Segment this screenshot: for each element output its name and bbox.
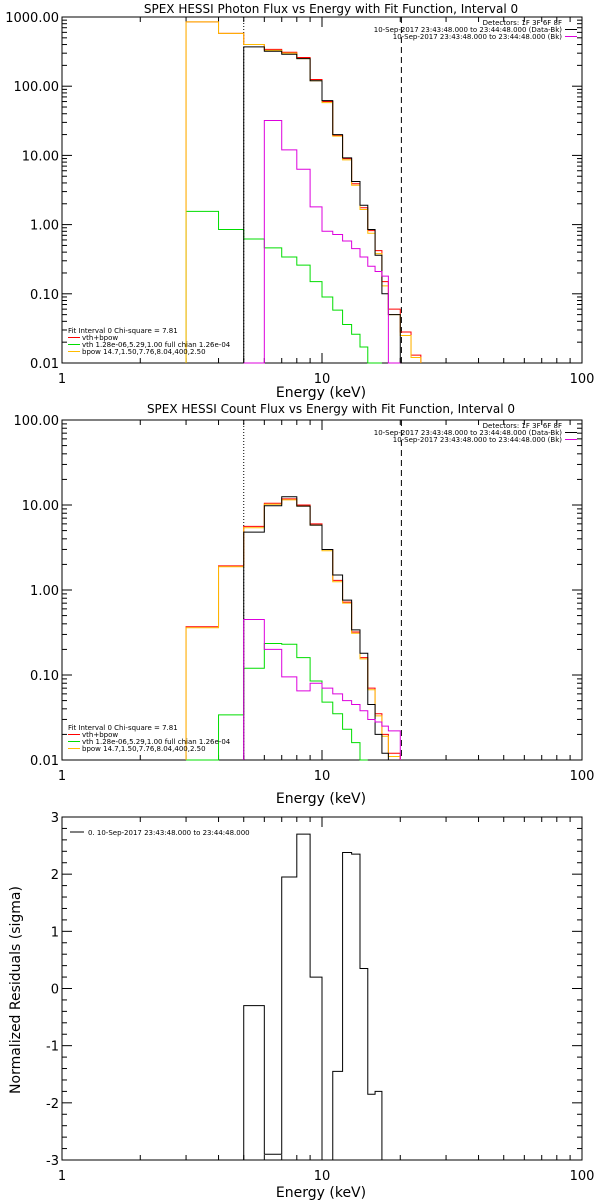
x-tick-label: 10 [314, 372, 331, 387]
y-tick-label: 0.10 [30, 288, 59, 303]
legend-entry: 10-Sep-2017 23:43:48.000 to 23:44:48.000… [393, 436, 563, 444]
y-tick-label: 100.00 [14, 414, 60, 429]
y-tick-label: -1 [46, 1040, 59, 1055]
y-tick-label: 10.00 [22, 499, 59, 514]
y-tick-label: 3 [51, 811, 59, 826]
residuals-ylabel: Normalized Residuals (sigma) [8, 886, 24, 1094]
photon-flux-panel: SPEX HESSI Photon Flux vs Energy with Fi… [5, 2, 594, 401]
x-tick-label: 1 [58, 372, 66, 387]
x-tick-label: 100 [570, 1169, 595, 1184]
legend-entry: vth+bpow [82, 731, 118, 739]
legend-entry: Fit Interval 0 Chi-square = 7.81 [68, 724, 178, 732]
legend-entry: 10-Sep-2017 23:43:48.000 to 23:44:48.000… [374, 26, 563, 34]
y-tick-label: 10.00 [22, 149, 59, 164]
residuals-panel: Energy (keV) Normalized Residuals (sigma… [8, 811, 594, 1200]
x-tick-label: 10 [314, 1169, 331, 1184]
y-tick-label: 0.10 [30, 669, 59, 684]
legend-entry: vth+bpow [82, 334, 118, 342]
count-flux-title: SPEX HESSI Count Flux vs Energy with Fit… [147, 402, 515, 416]
legend-entry: bpow 14.7,1.50,7.76,8.04,400,2.50 [82, 348, 206, 356]
y-tick-label: -2 [46, 1097, 59, 1112]
series-data-histogram [243, 833, 383, 1161]
plot-frame [61, 16, 583, 364]
y-tick-label: -3 [46, 1154, 59, 1169]
legend-entry: 10-Sep-2017 23:43:48.000 to 23:44:48.000… [374, 429, 563, 437]
legend-entry: vth 1.28e-06,5.29,1.00 full chian 1.26e-… [82, 738, 231, 746]
y-tick-label: 0.01 [30, 754, 59, 769]
series-vth-bpow-histogram [185, 21, 422, 363]
x-tick-label: 100 [570, 769, 595, 784]
x-tick-label: 10 [314, 769, 331, 784]
y-tick-label: 2 [51, 868, 59, 883]
series-data-histogram [243, 46, 401, 363]
photon-flux-xlabel: Energy (keV) [276, 385, 366, 401]
legend-entry: Detectors: 1F 3F 6F 8F [483, 422, 562, 430]
legend-entry: Fit Interval 0 Chi-square = 7.81 [68, 327, 178, 335]
legend-entry: bpow 14.7,1.50,7.76,8.04,400,2.50 [82, 745, 206, 753]
series-background-histogram [243, 618, 401, 760]
count-flux-xlabel: Energy (keV) [276, 791, 366, 807]
series-background-histogram [243, 119, 401, 364]
count-flux-panel: SPEX HESSI Count Flux vs Energy with Fit… [14, 402, 595, 807]
y-tick-label: 100.00 [14, 80, 60, 95]
legend-entry: vth 1.28e-06,5.29,1.00 full chian 1.26e-… [82, 341, 231, 349]
y-tick-label: 1000.00 [5, 11, 59, 26]
y-tick-label: 1.00 [30, 584, 59, 599]
residuals-xlabel: Energy (keV) [276, 1185, 366, 1200]
photon-flux-title: SPEX HESSI Photon Flux vs Energy with Fi… [144, 2, 518, 16]
x-tick-label: 100 [570, 372, 595, 387]
legend-entry: 0. 10-Sep-2017 23:43:48.000 to 23:44:48.… [88, 829, 250, 837]
x-tick-label: 1 [58, 1169, 66, 1184]
legend-entry: Detectors: 1F 3F 6F 8F [483, 19, 562, 27]
y-tick-label: 1.00 [30, 219, 59, 234]
plot-frame [61, 419, 583, 761]
y-tick-label: 1 [51, 925, 59, 940]
y-tick-label: 0.01 [30, 357, 59, 372]
series-data-histogram [243, 496, 401, 761]
x-tick-label: 1 [58, 769, 66, 784]
y-tick-label: 0 [51, 983, 59, 998]
series-bpow-histogram [185, 21, 422, 363]
legend-entry: 10-Sep-2017 23:43:48.000 to 23:44:48.000… [393, 33, 563, 41]
